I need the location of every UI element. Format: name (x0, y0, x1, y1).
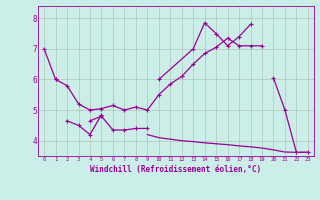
X-axis label: Windchill (Refroidissement éolien,°C): Windchill (Refroidissement éolien,°C) (91, 165, 261, 174)
